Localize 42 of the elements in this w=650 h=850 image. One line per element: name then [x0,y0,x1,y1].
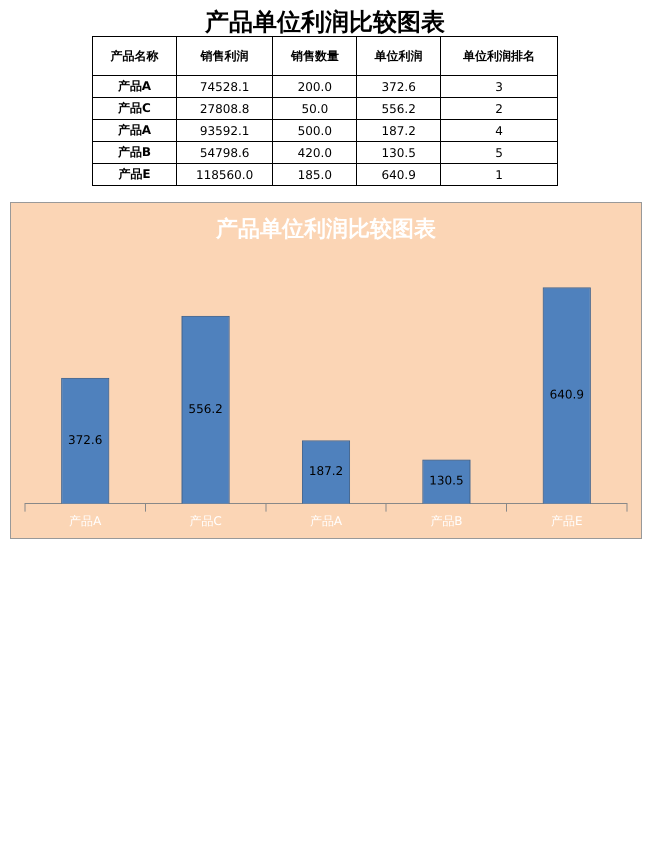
category-label: 单位利润 [356,36,441,76]
text: 200.0 [298,80,332,94]
category-label: 产品B [118,145,151,159]
text: 50.0 [301,102,328,116]
chart-title: 产品单位利润比较图表 [215,216,436,242]
data-label: 187.2 [308,464,344,478]
category-label: 销售数量 [272,36,357,76]
category-label: 产品C [118,101,151,115]
x-tick-label: 产品A [310,514,343,528]
text: 420.0 [298,146,332,160]
text: 118560.0 [196,168,254,182]
text: 5 [495,146,503,160]
text: 产品单位利润比较图表 [204,7,446,36]
text: 74528.1 [200,80,250,94]
text: 93592.1 [200,124,250,138]
text: 130.5 [382,146,416,160]
text: 产品名称 [92,36,176,76]
text: 27808.8 [200,102,250,116]
text: 187.2 [382,124,416,138]
category-label: 单位利润排名 [440,36,558,76]
text: 500.0 [298,124,332,138]
text: 556.2 [382,102,416,116]
text: 185.0 [298,168,332,182]
data-label: 556.2 [188,402,223,416]
x-tick-label: 产品A [69,514,102,528]
category-label: 产品E [118,167,151,181]
data-label: 372.6 [68,432,102,447]
text: 4 [495,124,503,138]
data-label: 130.5 [429,474,464,488]
x-tick-label: 产品C [189,514,222,528]
text: 1 [495,168,503,182]
x-tick-label: 产品B [430,514,463,528]
category-label: 销售利润 [176,36,273,76]
category-label: 产品A [118,79,152,93]
text: 3 [495,80,503,94]
data-label: 640.9 [550,388,584,402]
text: 640.9 [382,168,416,182]
x-tick-label: 产品E [551,514,583,528]
text: 372.6 [382,80,416,94]
text: 54798.6 [200,146,250,160]
category-label: 产品A [118,123,152,137]
text: 2 [495,102,503,116]
